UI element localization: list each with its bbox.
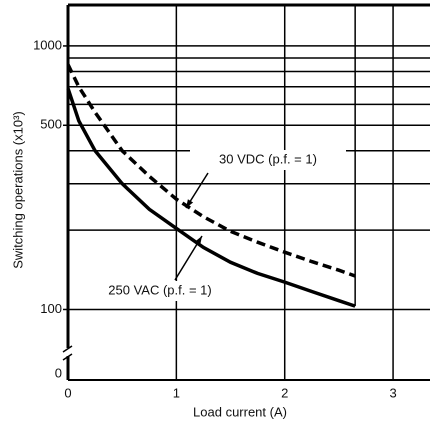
x-tick-label: 0 [64, 385, 71, 400]
label-background [82, 281, 238, 301]
annotation-arrow [174, 235, 203, 281]
y-tick-label: 100 [40, 301, 62, 316]
series-label: 30 VDC (p.f. = 1) [219, 151, 317, 166]
x-tick-label: 3 [389, 385, 396, 400]
y-break-label: 0 [55, 365, 62, 380]
label-background [190, 150, 346, 170]
series-label: 250 VAC (p.f. = 1) [108, 282, 211, 297]
series-line [66, 63, 356, 278]
axis-break [62, 345, 73, 361]
arrow-head [194, 236, 202, 245]
arrow-head [186, 199, 194, 208]
x-axis-title: Load current (A) [193, 404, 287, 419]
y-axis-title: Switching operations (x10³) [10, 111, 25, 269]
x-tick-label: 1 [173, 385, 180, 400]
y-tick-label: 1000 [33, 37, 62, 52]
x-tick-label: 2 [281, 385, 288, 400]
y-tick-label: 500 [40, 117, 62, 132]
series-line [66, 87, 356, 308]
